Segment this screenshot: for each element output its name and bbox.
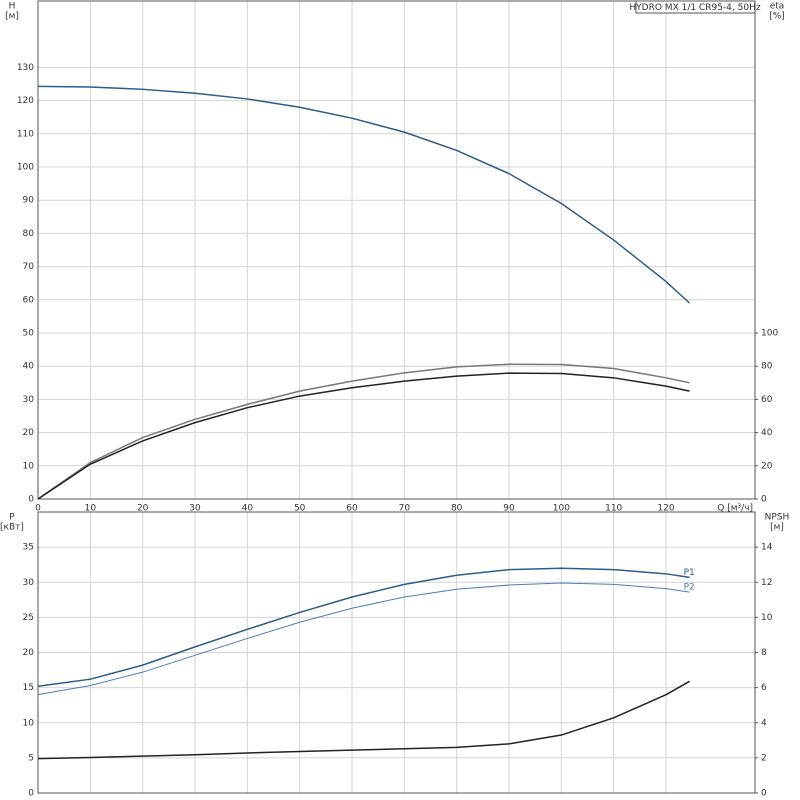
y2-tick-label: 80: [761, 362, 773, 372]
y2-tick-label: 100: [761, 329, 778, 339]
x-tick-label: 0: [35, 504, 41, 514]
curve: [37, 85, 691, 304]
y-tick-label: 5: [28, 753, 34, 763]
y-tick-label: 90: [23, 196, 35, 206]
x-tick-label: 120: [657, 504, 674, 514]
y2-tick-label: 60: [761, 395, 773, 405]
y-tick-label: 130: [17, 63, 34, 73]
y-tick-label: 70: [23, 262, 35, 272]
y2-tick-label: 0: [761, 789, 767, 799]
title-box: [635, 0, 756, 14]
y2-axis-unit: [м]: [770, 523, 784, 533]
x-tick-label: 90: [503, 504, 515, 514]
y-tick-label: 110: [17, 129, 34, 139]
y-tick-label: 0: [28, 495, 34, 505]
curve: [37, 567, 690, 687]
y-tick-label: 30: [23, 395, 35, 405]
curve: [37, 680, 690, 760]
curve: [37, 582, 690, 696]
y-tick-label: 35: [23, 543, 34, 553]
x-tick-label: 50: [294, 504, 306, 514]
y-tick-label: 10: [23, 461, 35, 471]
y2-tick-label: 2: [761, 753, 767, 763]
y-tick-label: 60: [23, 295, 35, 305]
y2-tick-label: 10: [761, 613, 773, 623]
y-tick-label: 120: [17, 96, 34, 106]
y-tick-label: 80: [23, 229, 35, 239]
x-axis-label: Q [м³/ч]: [717, 504, 753, 514]
chart-title: HYDRO MX 1/1 CR95-4, 50Hz: [629, 3, 760, 13]
series-label: P1: [684, 568, 695, 578]
x-tick-label: 20: [137, 504, 149, 514]
y-axis-label: P: [9, 513, 15, 523]
y-tick-label: 100: [17, 163, 34, 173]
y2-axis-label: eta: [770, 2, 785, 12]
y-tick-label: 50: [23, 329, 35, 339]
y2-tick-label: 12: [761, 578, 772, 588]
y2-tick-label: 6: [761, 683, 767, 693]
y-axis-unit: [м]: [5, 12, 19, 22]
x-tick-label: 10: [85, 504, 97, 514]
y-tick-label: 30: [23, 578, 35, 588]
curve: [37, 372, 690, 500]
y2-tick-label: 14: [761, 543, 773, 553]
y-tick-label: 25: [23, 613, 34, 623]
x-tick-label: 40: [242, 504, 254, 514]
y-axis-unit: [кВт]: [0, 523, 24, 533]
y-tick-label: 20: [23, 648, 35, 658]
plot-frame: [37, 511, 756, 794]
curve: [37, 363, 690, 500]
x-tick-label: 60: [346, 504, 358, 514]
y-tick-label: 15: [23, 683, 34, 693]
y2-tick-label: 40: [761, 428, 773, 438]
x-tick-label: 70: [399, 504, 411, 514]
series-label: P2: [684, 583, 695, 593]
y2-tick-label: 20: [761, 461, 773, 471]
x-tick-label: 80: [451, 504, 463, 514]
y-tick-label: 40: [23, 362, 35, 372]
y2-tick-label: 4: [761, 718, 767, 728]
y-tick-label: 0: [28, 789, 34, 799]
y2-axis-unit: [%]: [769, 12, 785, 22]
y-tick-label: 10: [23, 718, 35, 728]
y2-axis-label: NPSH: [765, 513, 790, 523]
y-axis-label: H: [9, 2, 16, 12]
y2-tick-label: 0: [761, 495, 767, 505]
plot-frame: [37, 0, 756, 500]
y-tick-label: 20: [23, 428, 35, 438]
x-tick-label: 30: [189, 504, 201, 514]
x-tick-label: 100: [553, 504, 570, 514]
y2-tick-label: 8: [761, 648, 767, 658]
x-tick-label: 110: [605, 504, 622, 514]
